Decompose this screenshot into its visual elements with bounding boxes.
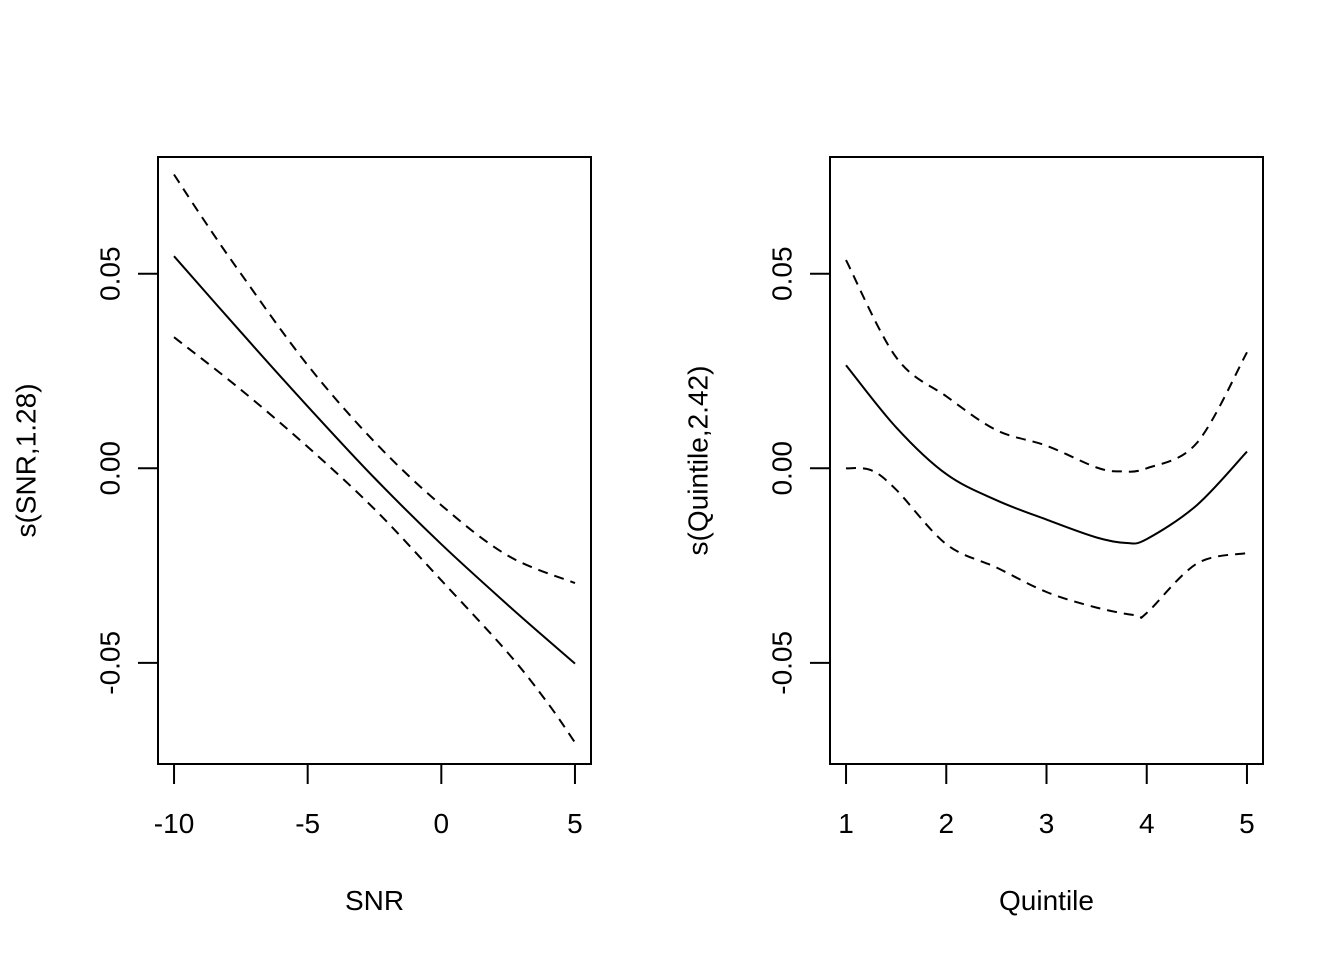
x-axis-quintile: 1 2 3 4 5 <box>838 763 1255 839</box>
x-tick-label-0: 0 <box>434 808 450 839</box>
x-tick-label-3: 3 <box>1039 808 1055 839</box>
x-axis-title-snr: SNR <box>345 885 404 916</box>
x-tick-label-5: 5 <box>567 808 583 839</box>
x-tick-label-m5: -5 <box>295 808 320 839</box>
y-tick-label-0: 0.00 <box>95 441 126 496</box>
y-axis-quintile: -0.05 0.00 0.05 <box>767 246 831 695</box>
panel-quintile: 1 2 3 4 5 -0.05 0.00 0.05 Quintile s(Quintile,… <box>683 156 1264 916</box>
y-axis-title-quintile: s(Quintile,2.42) <box>683 366 714 556</box>
series-fit-line <box>845 364 1248 545</box>
plot-frame-quintile <box>829 156 1264 765</box>
series-lower-line <box>845 467 1248 619</box>
y-tick-label-m0p05: -0.05 <box>95 631 126 695</box>
series-lines-quintile <box>845 259 1248 619</box>
x-tick-label-m10: -10 <box>154 808 194 839</box>
x-tick-label-4: 4 <box>1139 808 1155 839</box>
y-tick-label-0p05: 0.05 <box>95 246 126 301</box>
x-axis-snr: -10 -5 0 5 <box>154 763 583 839</box>
x-tick-label-5: 5 <box>1239 808 1255 839</box>
series-lines-snr <box>173 173 576 744</box>
y-axis-snr: -0.05 0.00 0.05 <box>95 246 159 695</box>
y-tick-label-0: 0.00 <box>767 441 798 496</box>
y-tick-label-0p05: 0.05 <box>767 246 798 301</box>
x-tick-label-1: 1 <box>838 808 854 839</box>
series-fit-line <box>173 255 576 665</box>
x-axis-title-quintile: Quintile <box>999 885 1094 916</box>
series-lower-line <box>173 336 576 744</box>
series-upper-line <box>845 259 1248 473</box>
x-tick-label-2: 2 <box>938 808 954 839</box>
panel-snr: -10 -5 0 5 -0.05 0.00 0.05 SNR s(SNR,1.28) <box>11 156 592 916</box>
series-upper-line <box>173 173 576 585</box>
y-axis-title-snr: s(SNR,1.28) <box>11 383 42 537</box>
y-tick-label-m0p05: -0.05 <box>767 631 798 695</box>
